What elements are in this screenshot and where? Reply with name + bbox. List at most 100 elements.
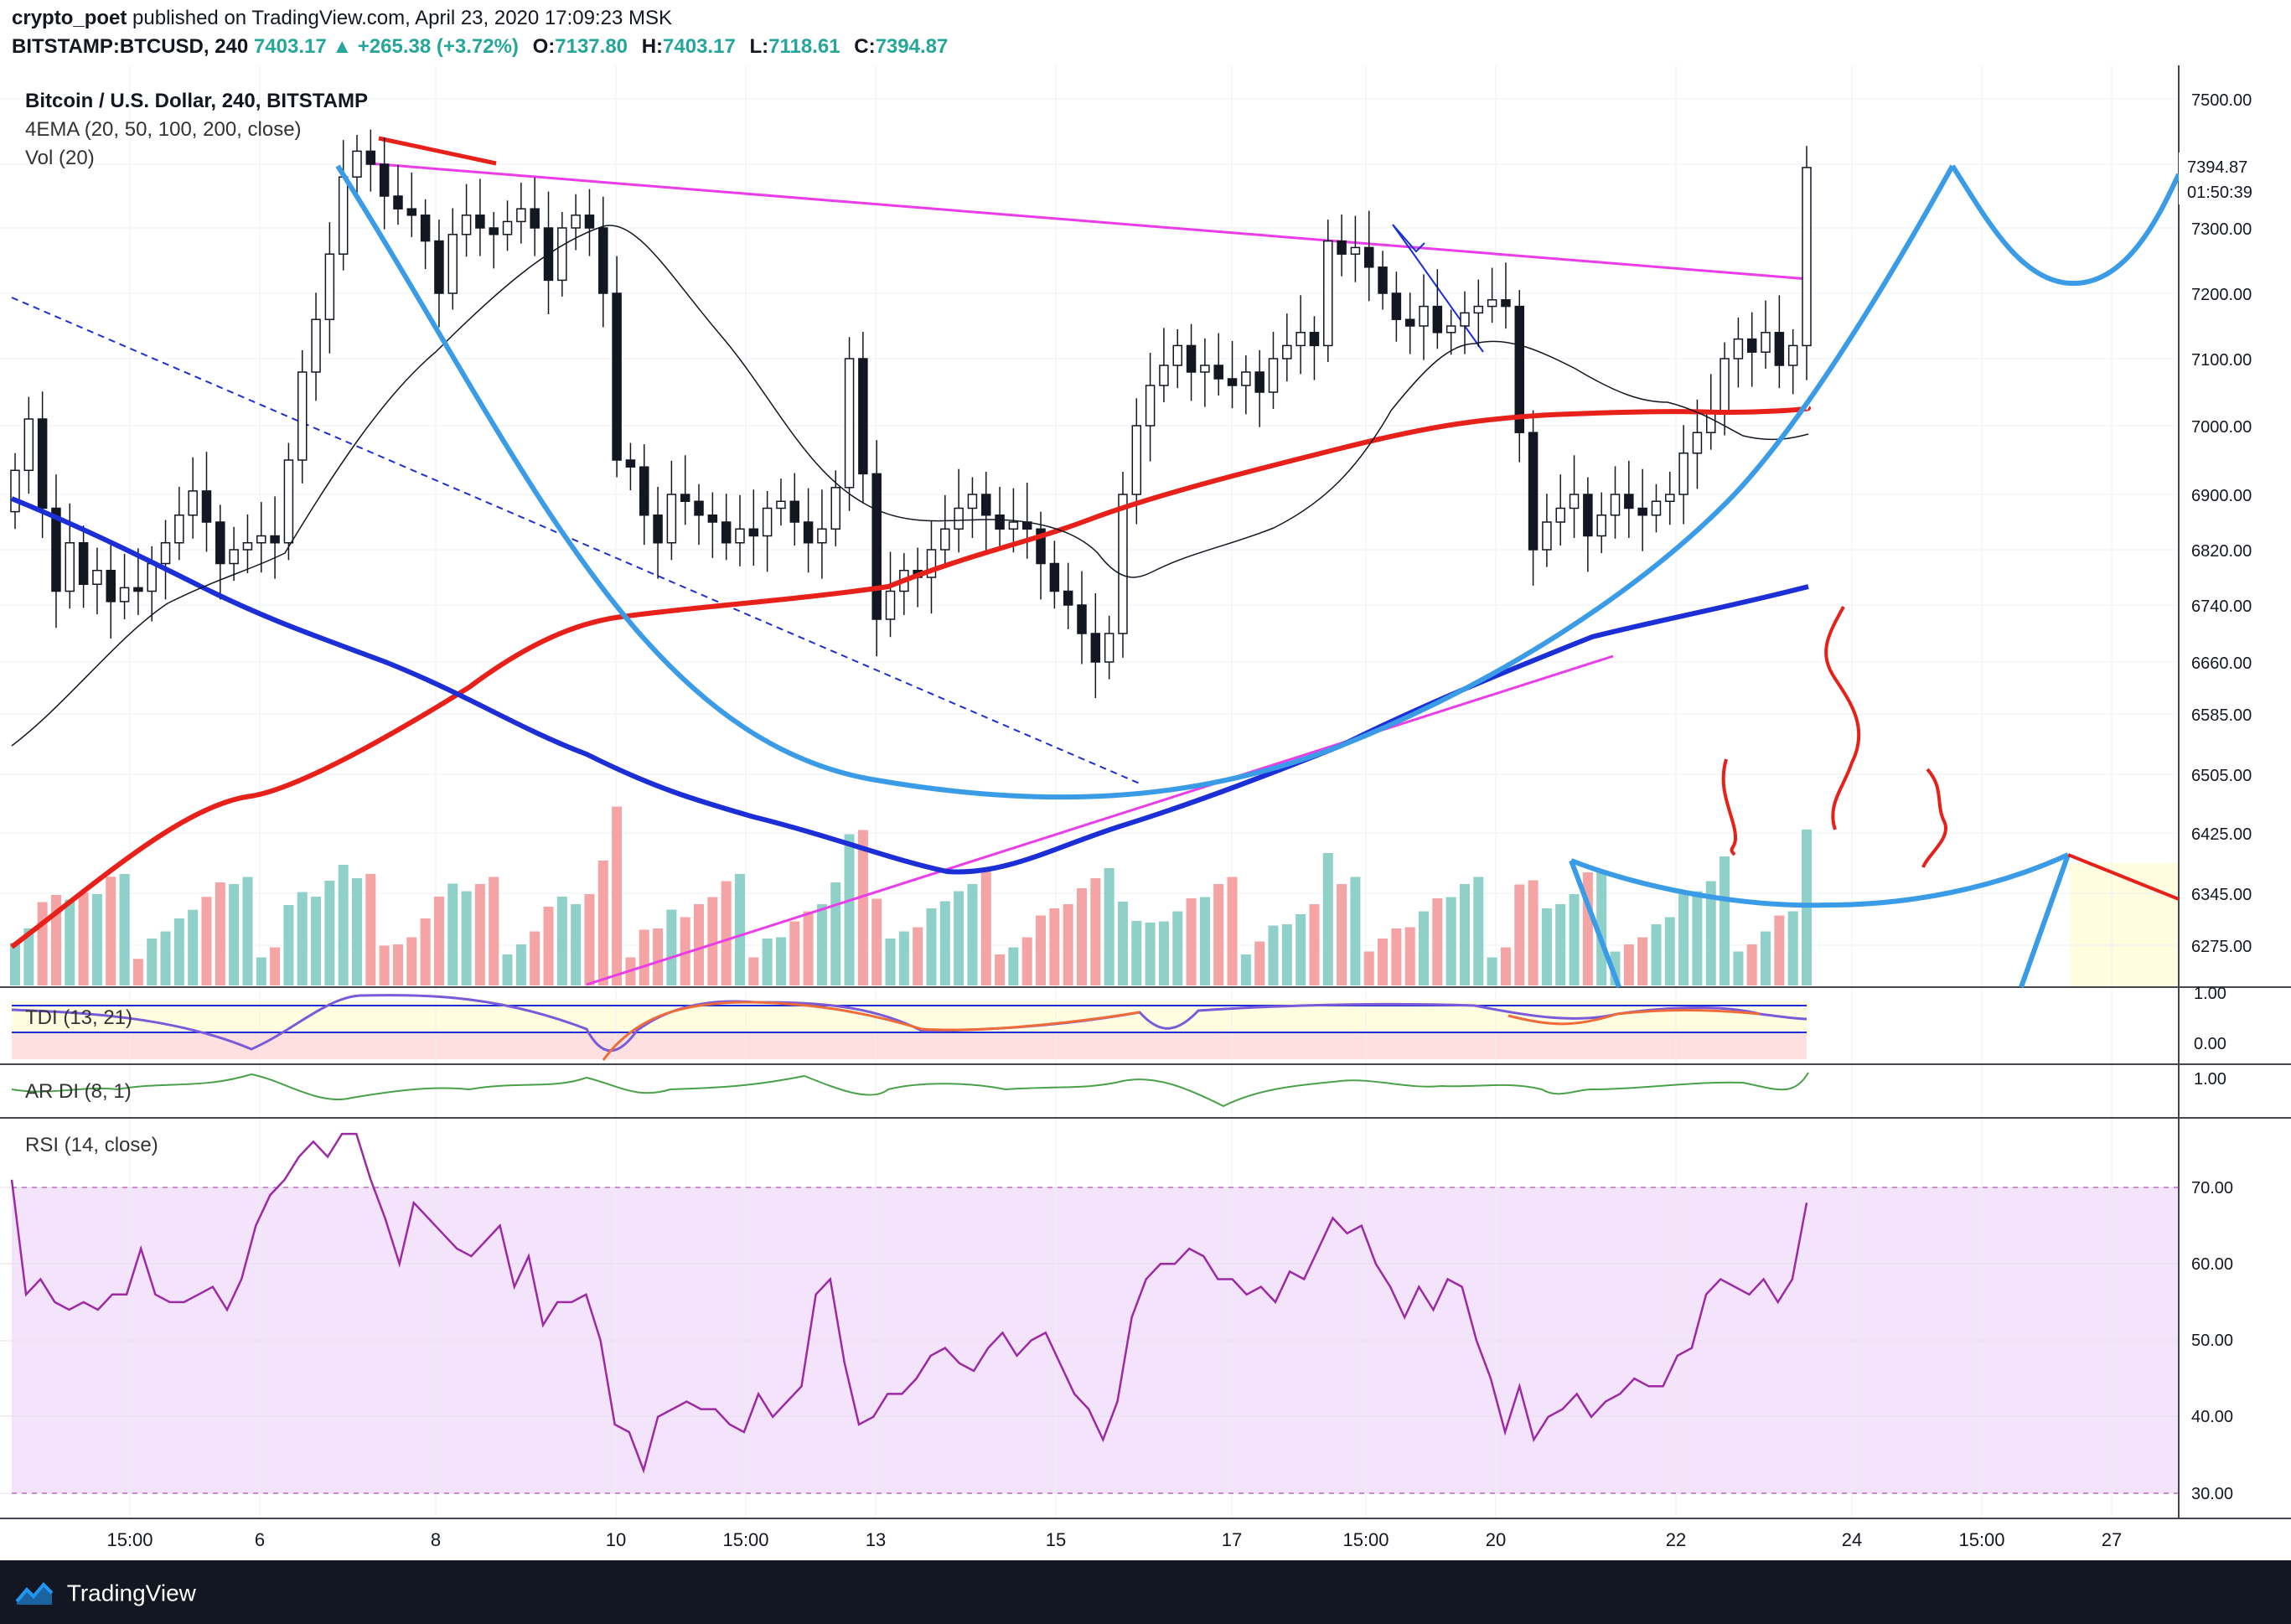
candle[interactable]	[789, 500, 800, 523]
candle[interactable]	[680, 494, 690, 502]
candle[interactable]	[447, 234, 458, 294]
candle[interactable]	[584, 215, 595, 229]
candle[interactable]	[1802, 167, 1812, 347]
candle[interactable]	[776, 500, 786, 509]
candle[interactable]	[201, 490, 212, 523]
candle[interactable]	[1569, 494, 1580, 509]
candle[interactable]	[1337, 240, 1347, 255]
candle[interactable]	[995, 515, 1005, 530]
candle[interactable]	[1118, 494, 1128, 634]
candle[interactable]	[707, 515, 718, 523]
candle[interactable]	[530, 208, 540, 229]
ema-20-line[interactable]	[11, 225, 1809, 747]
handle-arc[interactable]	[1570, 852, 2070, 908]
candle[interactable]	[1787, 344, 1798, 366]
candle[interactable]	[420, 215, 431, 242]
candle[interactable]	[1460, 312, 1470, 327]
candle[interactable]	[1514, 305, 1525, 433]
candle[interactable]	[1268, 358, 1279, 393]
candle[interactable]	[215, 521, 225, 565]
candle[interactable]	[1241, 371, 1251, 386]
candle[interactable]	[1363, 246, 1374, 268]
candle[interactable]	[1596, 515, 1606, 537]
candle[interactable]	[475, 215, 485, 229]
candle[interactable]	[1624, 494, 1634, 509]
candle[interactable]	[762, 507, 773, 537]
price-axis[interactable]: 7500.00 7300.00 7200.00 7100.00 7000.00 6900.…	[2191, 91, 2252, 1503]
candle[interactable]	[1678, 453, 1689, 495]
candle[interactable]	[1295, 332, 1306, 347]
candle[interactable]	[65, 542, 75, 592]
time-axis[interactable]: 15:00 6 8 10 15:00 13 15 17 15:00 20 22 24 15:00 27	[106, 1529, 2122, 1550]
candle[interactable]	[256, 535, 266, 544]
candle[interactable]	[37, 418, 48, 509]
candle[interactable]	[270, 535, 280, 544]
candle[interactable]	[694, 500, 704, 516]
candle[interactable]	[133, 587, 143, 592]
candle[interactable]	[940, 528, 950, 551]
candle[interactable]	[160, 542, 171, 565]
candle[interactable]	[926, 549, 937, 578]
projected-arc[interactable]	[1950, 164, 2181, 287]
candle[interactable]	[147, 562, 157, 592]
candle[interactable]	[1008, 521, 1019, 530]
candle[interactable]	[1323, 240, 1333, 347]
candle[interactable]	[1637, 507, 1647, 516]
candle[interactable]	[1473, 305, 1484, 314]
candle[interactable]	[557, 227, 567, 282]
candle[interactable]	[625, 459, 636, 468]
candle[interactable]	[1720, 358, 1730, 413]
candle[interactable]	[434, 240, 444, 294]
candle[interactable]	[1501, 299, 1511, 308]
candle[interactable]	[1487, 299, 1497, 308]
candle[interactable]	[229, 549, 239, 565]
candle[interactable]	[1432, 305, 1443, 334]
candle[interactable]	[1610, 494, 1621, 516]
candle[interactable]	[858, 358, 868, 475]
candle[interactable]	[78, 542, 89, 585]
tradingview-brand[interactable]: TradingView	[15, 1579, 196, 1607]
candle[interactable]	[885, 590, 896, 620]
candle[interactable]	[871, 473, 882, 620]
candle[interactable]	[106, 570, 116, 603]
candle[interactable]	[1309, 332, 1320, 347]
candle[interactable]	[92, 570, 102, 585]
candle[interactable]	[379, 163, 390, 197]
ascending-support-line[interactable]	[586, 654, 1614, 986]
candle[interactable]	[1186, 344, 1197, 373]
candle[interactable]	[1555, 507, 1565, 523]
candle[interactable]	[1131, 425, 1142, 495]
candle[interactable]	[188, 490, 198, 516]
candle[interactable]	[1036, 528, 1046, 565]
candle[interactable]	[10, 469, 20, 513]
ema-200-line[interactable]	[10, 496, 1809, 875]
candle[interactable]	[1077, 604, 1087, 634]
candle[interactable]	[981, 494, 991, 516]
candle[interactable]	[1049, 562, 1060, 592]
candle[interactable]	[844, 358, 855, 489]
candle[interactable]	[516, 208, 526, 223]
candle[interactable]	[242, 542, 253, 551]
dashed-trendline[interactable]	[11, 297, 1140, 784]
candle[interactable]	[1692, 432, 1703, 454]
candle[interactable]	[1200, 365, 1210, 373]
candle[interactable]	[1063, 590, 1073, 606]
candle[interactable]	[1706, 411, 1716, 433]
candle[interactable]	[338, 176, 349, 255]
candle[interactable]	[1172, 344, 1183, 366]
candle[interactable]	[1528, 432, 1539, 551]
candle[interactable]	[1104, 633, 1114, 663]
candle[interactable]	[1404, 318, 1415, 327]
candle[interactable]	[748, 528, 759, 537]
candle[interactable]	[1445, 325, 1456, 334]
candle[interactable]	[830, 487, 840, 530]
candle[interactable]	[365, 150, 376, 165]
candle[interactable]	[639, 466, 649, 516]
descending-resistance-line[interactable]	[368, 162, 1809, 281]
candle[interactable]	[1391, 292, 1402, 320]
candle[interactable]	[1378, 266, 1388, 294]
candle[interactable]	[1350, 246, 1361, 255]
candle[interactable]	[23, 418, 34, 472]
candle[interactable]	[954, 507, 964, 530]
candle[interactable]	[612, 292, 622, 461]
